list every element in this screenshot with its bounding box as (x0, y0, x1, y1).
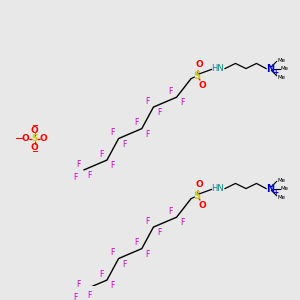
Text: F: F (76, 160, 80, 169)
Text: F: F (99, 270, 103, 279)
Text: F: F (146, 217, 150, 226)
Text: −: − (17, 134, 24, 143)
Text: O: O (22, 134, 29, 143)
Text: F: F (157, 108, 161, 117)
Text: Me: Me (278, 58, 286, 62)
Text: F: F (146, 250, 150, 259)
Text: F: F (180, 218, 184, 227)
Text: F: F (169, 207, 173, 216)
Text: Me: Me (278, 178, 286, 182)
Text: Me: Me (278, 75, 286, 80)
Text: Me: Me (278, 195, 286, 200)
Text: S: S (193, 71, 200, 81)
Text: O: O (195, 60, 203, 69)
Text: O: O (198, 201, 206, 210)
Text: Me: Me (280, 66, 288, 71)
Text: F: F (122, 140, 127, 149)
Text: F: F (73, 173, 77, 182)
Text: −: − (31, 147, 38, 156)
Text: +: + (272, 68, 278, 76)
Text: F: F (73, 293, 77, 300)
Text: O: O (31, 125, 38, 134)
Text: S: S (193, 191, 200, 201)
Text: O: O (31, 142, 38, 152)
Text: F: F (180, 98, 184, 107)
Text: F: F (169, 87, 173, 96)
Text: F: F (122, 260, 127, 269)
Text: HN: HN (211, 64, 224, 73)
Text: F: F (111, 248, 115, 257)
Text: F: F (87, 171, 92, 180)
Text: F: F (134, 238, 138, 247)
Text: S: S (31, 134, 38, 143)
Text: O: O (195, 180, 203, 189)
Text: F: F (134, 118, 138, 127)
Text: HN: HN (211, 184, 224, 193)
Text: O: O (40, 134, 47, 143)
Text: F: F (146, 97, 150, 106)
Text: F: F (111, 161, 115, 170)
Text: F: F (99, 150, 103, 159)
Text: F: F (157, 228, 161, 237)
Text: −: − (14, 134, 22, 143)
Text: F: F (146, 130, 150, 139)
Text: F: F (111, 128, 115, 137)
Text: F: F (111, 281, 115, 290)
Text: N: N (266, 64, 274, 74)
Text: F: F (76, 280, 80, 289)
Text: −: − (31, 121, 38, 130)
Text: +: + (272, 188, 278, 196)
Text: O: O (198, 81, 206, 90)
Text: Me: Me (280, 186, 288, 191)
Text: F: F (87, 291, 92, 300)
Text: N: N (266, 184, 274, 194)
